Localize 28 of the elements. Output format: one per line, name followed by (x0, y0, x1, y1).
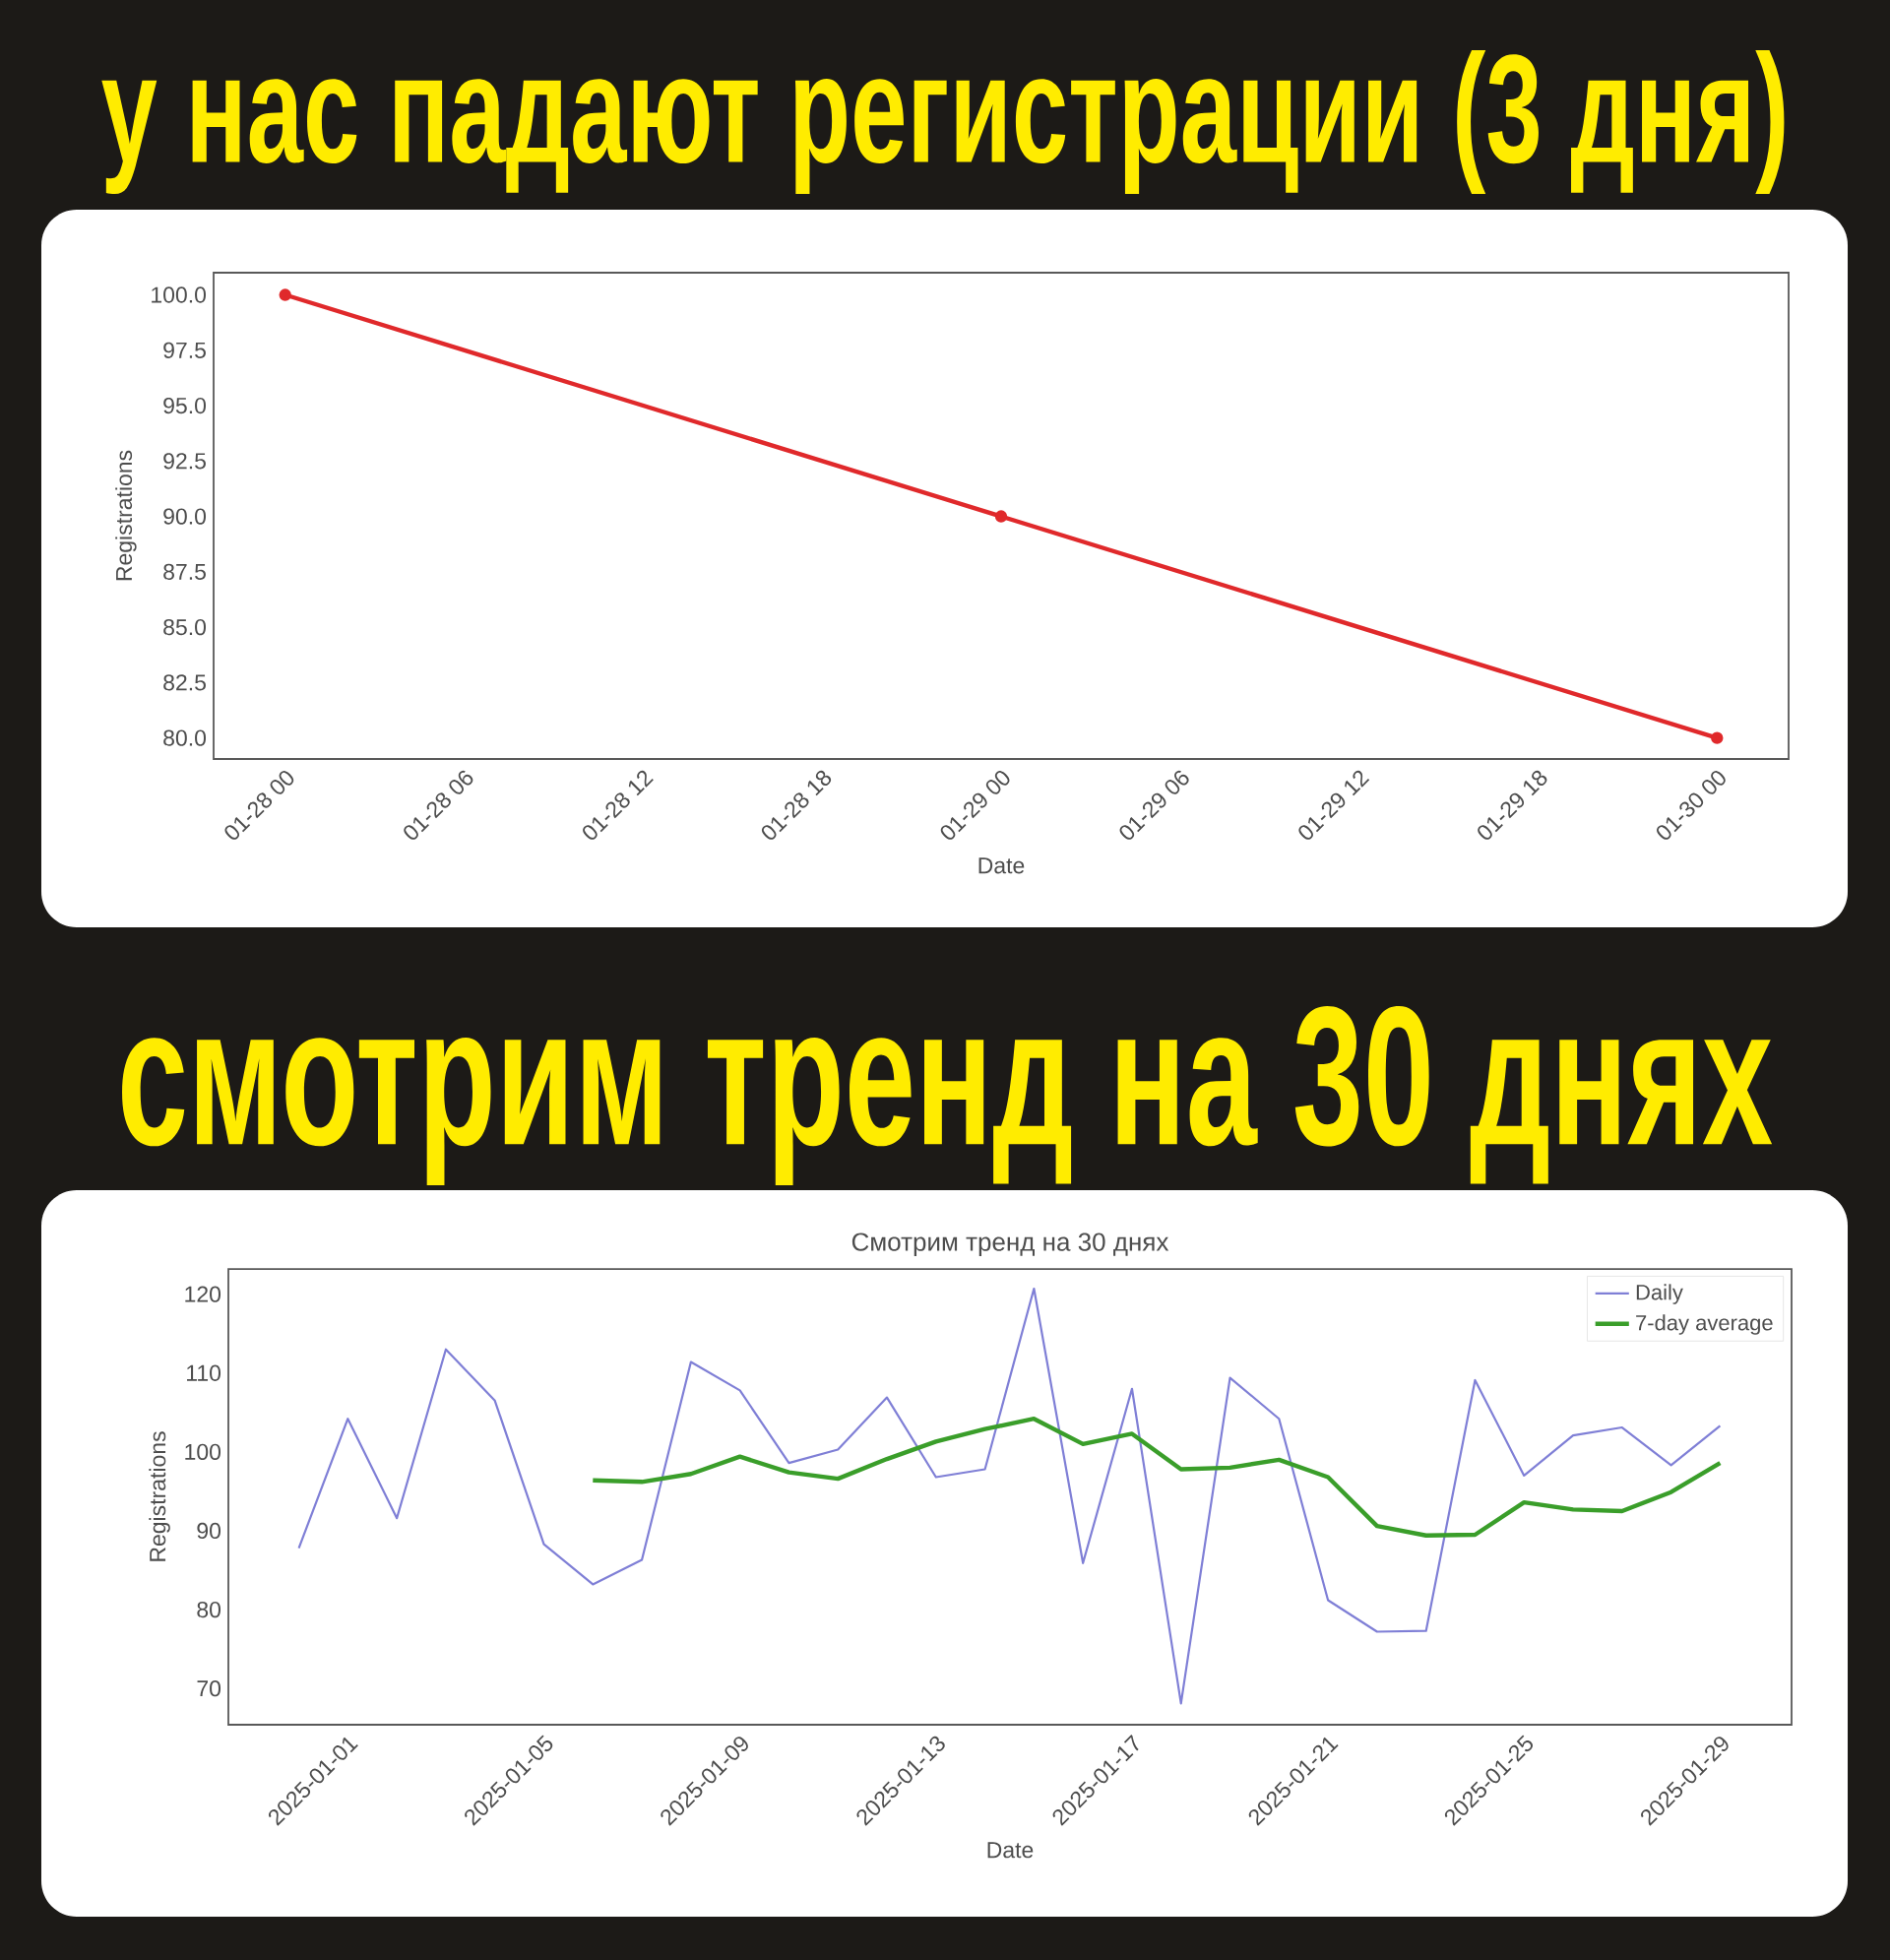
chart-subtitle: Смотрим тренд на 30 днях (851, 1233, 1169, 1256)
y-axis-title: Registrations (149, 1431, 170, 1561)
legend-label: Daily (1636, 1284, 1683, 1304)
line-series (591, 1417, 1723, 1538)
y-tick-label: 120 (185, 1286, 221, 1302)
chart-title: смотрим тренд на 30 днях (122, 1005, 1773, 1186)
y-tick-label: 90.0 (163, 508, 207, 525)
point (994, 510, 1008, 523)
y-tick-label: 80.0 (163, 729, 207, 746)
y-tick-label: 92.5 (163, 453, 206, 470)
y-tick-label: 100 (185, 1443, 221, 1460)
y-tick-label: 85.0 (163, 618, 207, 636)
point (1711, 731, 1724, 744)
x-axis-title: Date (987, 1842, 1034, 1859)
y-tick-label: 110 (187, 1364, 221, 1381)
y-tick-label: 90 (197, 1522, 221, 1540)
y-axis-title: Registrations (115, 450, 137, 581)
y-tick-label: 82.5 (163, 674, 206, 691)
y-tick-label: 100.0 (152, 286, 207, 303)
point (279, 288, 291, 301)
legend-label: 7-day average (1636, 1314, 1773, 1335)
y-tick-label: 80 (197, 1601, 221, 1618)
y-tick-label: 70 (197, 1680, 221, 1697)
y-tick-label: 87.5 (163, 563, 206, 580)
chart-title: у нас падают регистрации (3 дня) (101, 49, 1785, 194)
x-axis-title: Date (978, 857, 1025, 874)
y-tick-label: 97.5 (163, 342, 206, 358)
y-tick-label: 95.0 (163, 397, 207, 414)
